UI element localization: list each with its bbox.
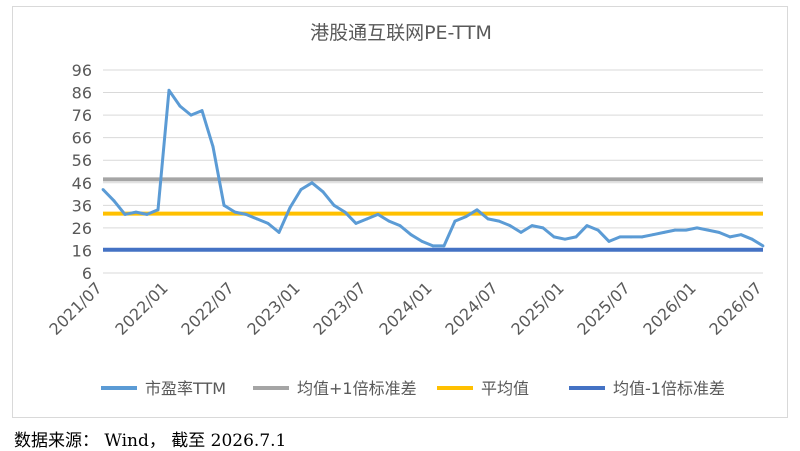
x-tick-label: 2025/07 (573, 278, 633, 338)
pe-ttm-data-point (453, 219, 457, 223)
pe-ttm-data-point (420, 240, 424, 243)
pe-ttm-data-point (167, 88, 171, 92)
pe-ttm-data-point (299, 188, 303, 191)
x-tick-label: 2022/07 (177, 278, 237, 338)
legend-label: 均值-1倍标准差 (613, 379, 725, 398)
x-tick-label: 2023/01 (243, 278, 303, 338)
pe-ttm-data-point (519, 231, 523, 234)
pe-ttm-data-point (607, 240, 611, 243)
y-tick-label: 46 (72, 174, 92, 193)
pe-ttm-data-point (530, 224, 534, 228)
pe-ttm-data-point (189, 113, 193, 117)
y-tick-label: 76 (72, 106, 92, 125)
pe-ttm-data-point (277, 231, 281, 234)
y-tick-label: 86 (72, 84, 92, 103)
pe-ttm-data-point (134, 210, 138, 214)
pe-ttm-data-point (332, 203, 336, 207)
pe-ttm-data-point (112, 199, 116, 203)
pe-ttm-data-point (321, 190, 325, 194)
chart-frame: 港股通互联网PE-TTM 96 86 76 66 56 46 36 26 16 6 2021/07 20… (12, 6, 788, 418)
pe-ttm-data-point (684, 228, 688, 232)
y-tick-label: 26 (72, 219, 92, 238)
pe-ttm-data-point (508, 224, 512, 228)
pe-ttm-data-point (585, 224, 589, 228)
pe-ttm-data-point (288, 206, 292, 209)
pe-ttm-series-line (101, 88, 764, 248)
pe-ttm-data-point (706, 228, 710, 232)
x-tick-label: 2022/01 (111, 278, 171, 338)
pe-ttm-data-point (178, 104, 182, 108)
legend-label: 均值+1倍标准差 (297, 379, 417, 398)
pe-ttm-data-point (200, 109, 204, 112)
pe-ttm-data-point (442, 244, 446, 248)
x-tick-label: 2024/01 (375, 278, 435, 338)
pe-ttm-data-point (541, 226, 545, 230)
pe-ttm-data-point (398, 224, 402, 228)
x-tick-label: 2024/07 (441, 278, 501, 338)
pe-ttm-data-point (156, 208, 160, 212)
pe-ttm-data-point (464, 215, 468, 219)
y-tick-label: 56 (72, 151, 92, 170)
pe-ttm-data-point (574, 235, 578, 239)
pe-ttm-data-point (695, 226, 699, 230)
pe-ttm-data-point (145, 212, 149, 216)
pe-ttm-data-point (673, 228, 677, 232)
pe-ttm-data-point (761, 244, 765, 248)
pe-ttm-data-point (101, 188, 105, 191)
pe-ttm-data-point (354, 221, 358, 225)
pe-ttm-data-point (497, 219, 501, 223)
pe-ttm-data-point (376, 212, 380, 216)
pe-ttm-data-point (640, 235, 644, 239)
pe-ttm-data-point (552, 235, 556, 239)
pe-ttm-data-point (651, 233, 655, 237)
y-tick-label: 6 (82, 264, 92, 283)
pe-ttm-data-point (629, 235, 633, 239)
pe-ttm-data-point (255, 217, 259, 221)
pe-ttm-data-point (750, 237, 754, 241)
pe-ttm-data-point (343, 210, 347, 214)
pe-ttm-data-point (387, 219, 391, 223)
y-tick-label: 16 (72, 241, 92, 260)
pe-ttm-data-point (739, 233, 743, 237)
y-tick-label: 36 (72, 196, 92, 215)
pe-ttm-data-point (475, 208, 479, 212)
x-tick-label: 2021/07 (45, 278, 105, 338)
x-tick-label: 2025/01 (507, 278, 567, 338)
legend-label: 平均值 (481, 379, 529, 398)
x-tick-label: 2026/01 (639, 278, 699, 338)
pe-ttm-data-point (717, 231, 721, 234)
pe-ttm-data-point (233, 210, 237, 214)
chart-title: 港股通互联网PE-TTM (310, 22, 492, 44)
pe-ttm-data-point (596, 228, 600, 232)
y-tick-label: 96 (72, 61, 92, 80)
pe-ttm-data-point (728, 235, 732, 239)
legend-label: 市盈率TTM (145, 379, 226, 398)
pe-ttm-data-point (244, 212, 248, 216)
pe-ttm-data-point (266, 221, 270, 225)
x-tick-label: 2026/07 (705, 278, 765, 338)
pe-ttm-data-point (365, 217, 369, 221)
pe-ttm-data-point (222, 203, 226, 207)
pe-ttm-data-point (563, 237, 567, 241)
y-tick-label: 66 (72, 129, 92, 148)
source-note: 数据来源： Wind， 截至 2026.7.1 (14, 431, 287, 451)
pe-ttm-data-point (431, 244, 435, 248)
pe-ttm-data-point (123, 212, 127, 216)
pe-ttm-data-point (409, 233, 413, 237)
pe-ttm-data-point (310, 181, 314, 185)
pe-ttm-data-point (618, 235, 622, 239)
x-tick-label: 2023/07 (309, 278, 369, 338)
pe-ttm-data-point (486, 217, 490, 221)
pe-ttm-data-point (211, 145, 215, 149)
pe-ttm-data-point (662, 231, 666, 234)
